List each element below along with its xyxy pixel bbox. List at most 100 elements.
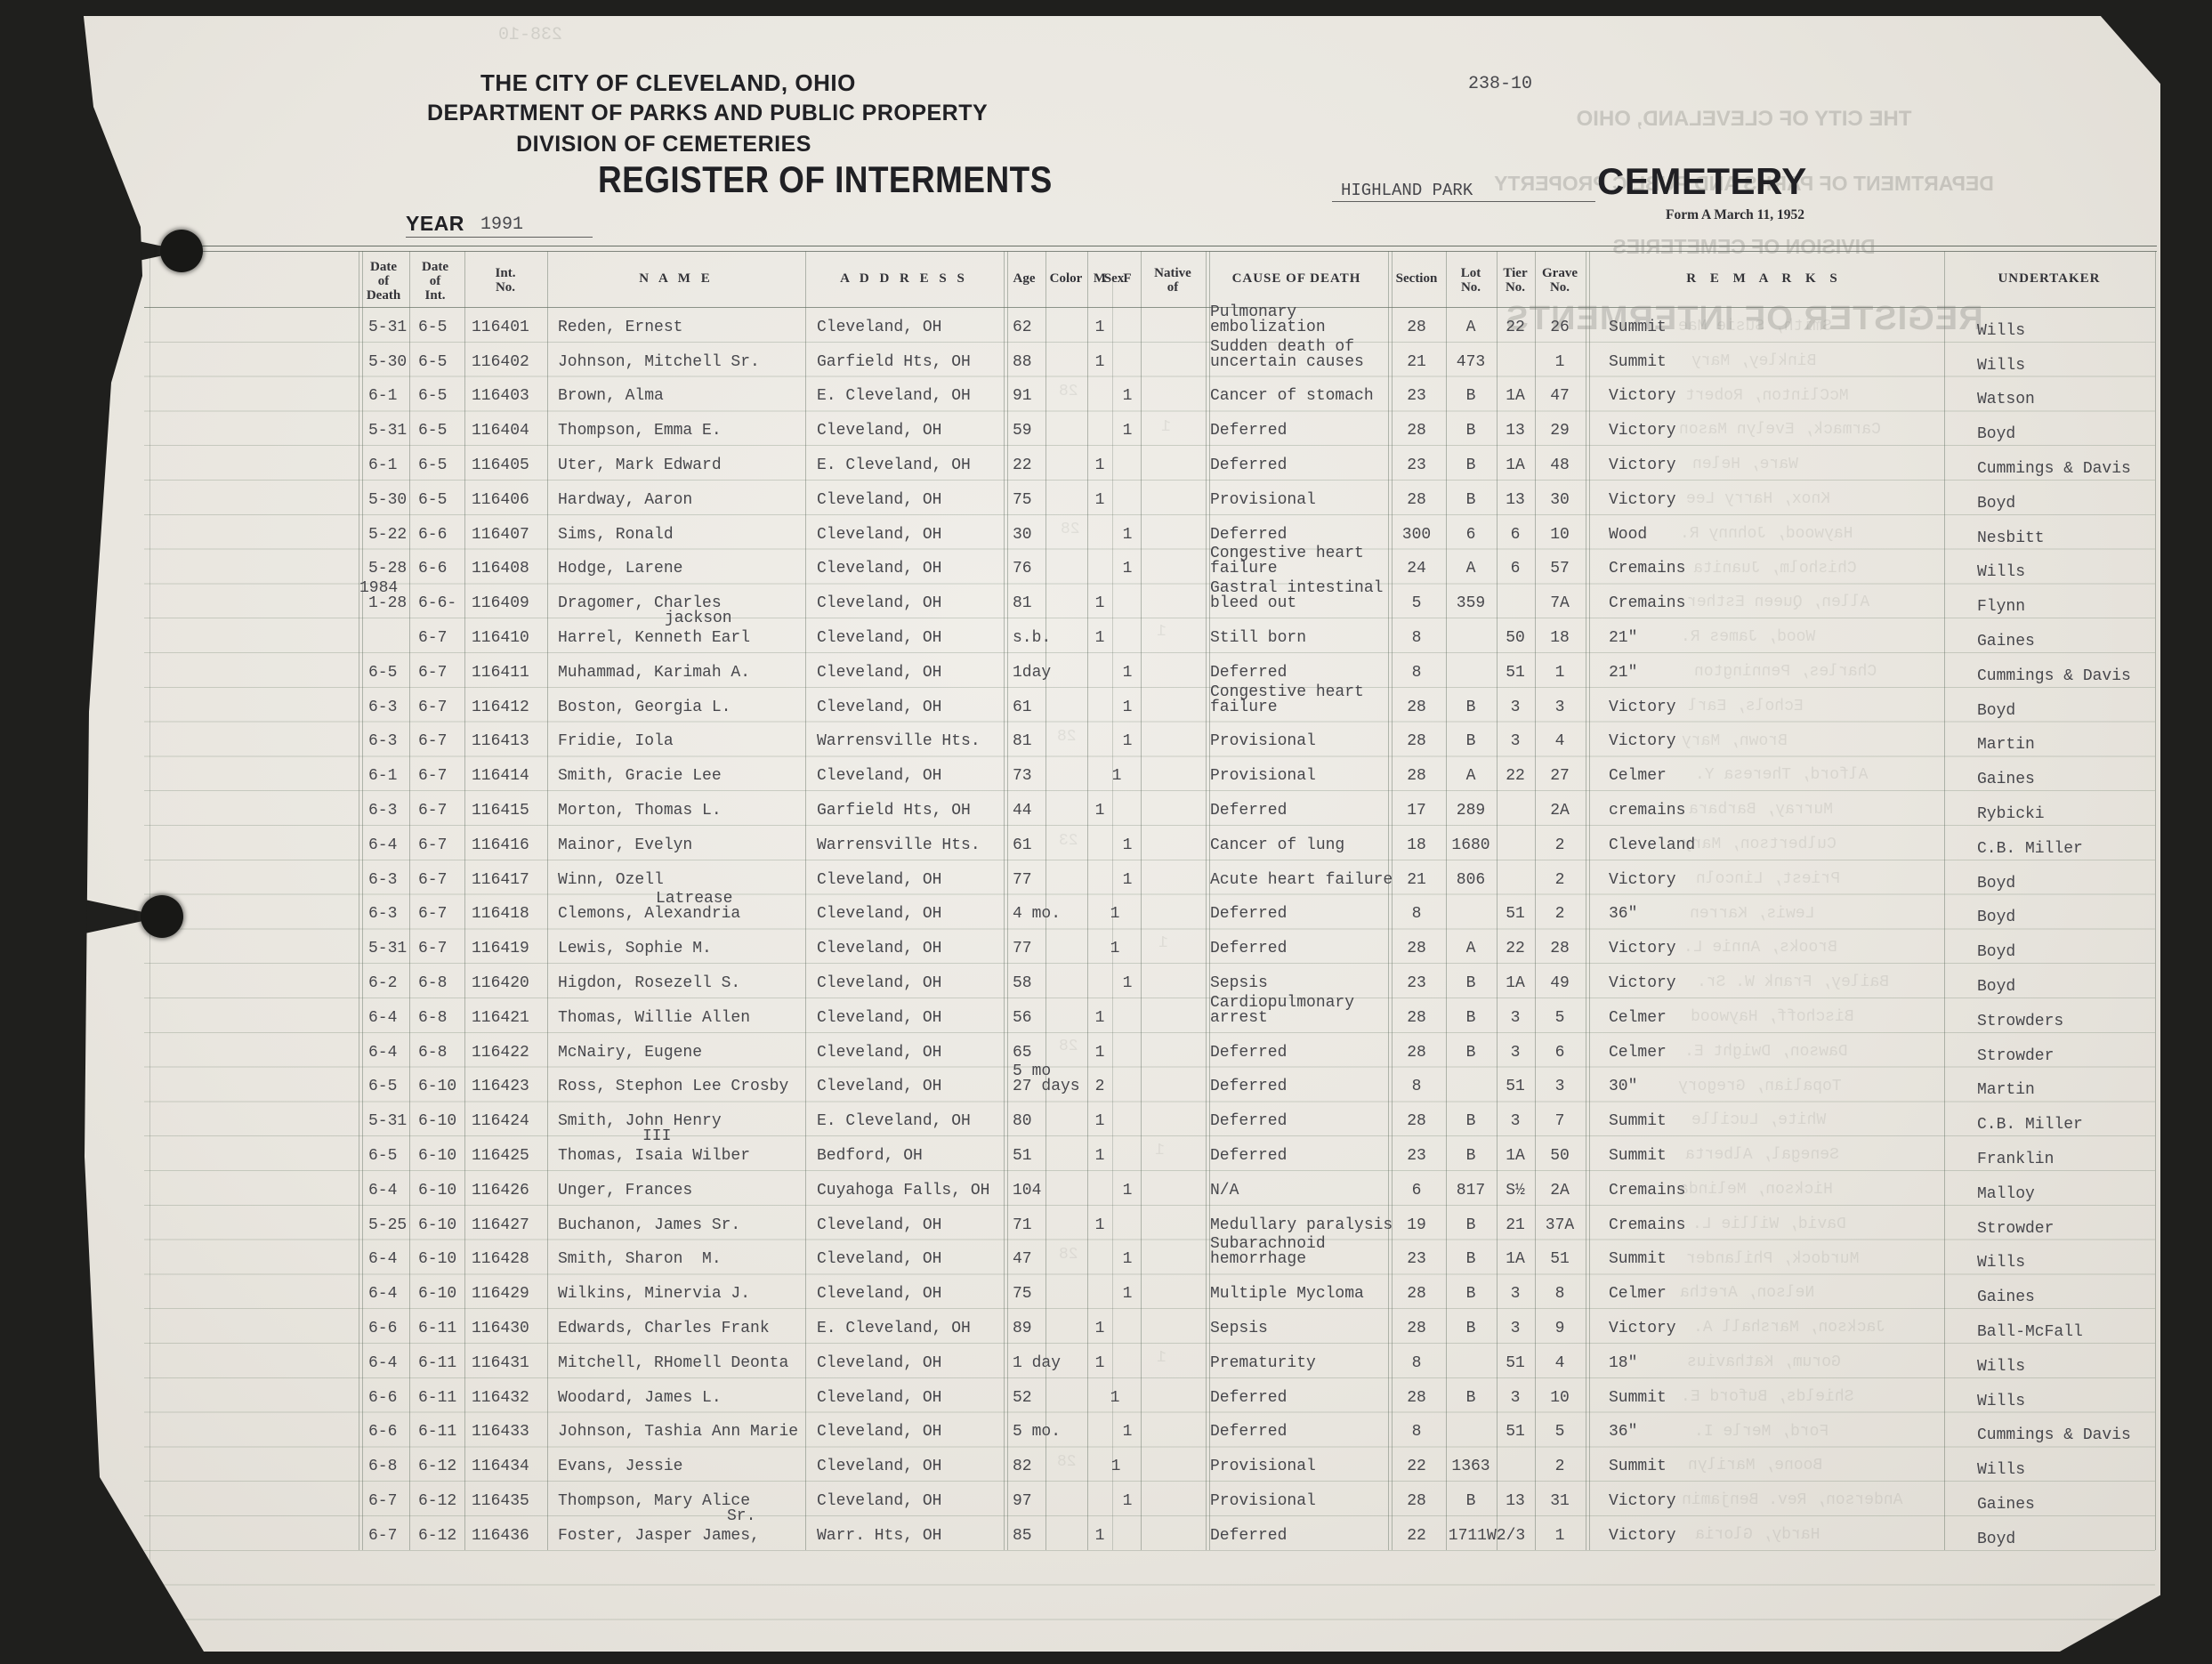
ghost-name: Senegal, Alberta bbox=[1685, 1146, 1839, 1165]
cell-undertaker: Cummings & Davis bbox=[1977, 1426, 2131, 1445]
cell-date-of-death: 6-4 bbox=[368, 1181, 398, 1200]
year-value: 1991 bbox=[480, 214, 524, 235]
cell-undertaker: Boyd bbox=[1977, 978, 2016, 996]
ghost-name: Charles, Pennington bbox=[1694, 663, 1877, 681]
cell-grave-number: 9 bbox=[1554, 1320, 1565, 1337]
cell-undertaker: Strowder bbox=[1977, 1046, 2055, 1065]
cell-tier-number: 1A bbox=[1506, 1250, 1525, 1269]
cell-name: Smith, John Henry bbox=[558, 1112, 722, 1131]
cell-age: 75 bbox=[1013, 490, 1032, 509]
cell-interment-number: 116428 bbox=[472, 1250, 529, 1269]
cell-section: 300 bbox=[1401, 525, 1432, 544]
cell-name: Uter, Mark Edward bbox=[558, 456, 722, 474]
column-header-undertaker: UNDERTAKER bbox=[1998, 271, 2101, 286]
ghost-name: Priest, Lincoln bbox=[1696, 869, 1841, 888]
cell-remarks: Summit bbox=[1609, 352, 1667, 371]
cell-name: Smith, Gracie Lee bbox=[558, 767, 722, 786]
cell-age: 58 bbox=[1013, 974, 1032, 992]
cell-age: 77 bbox=[1013, 940, 1032, 958]
cell-lot-number: 1680 bbox=[1451, 836, 1490, 854]
cell-remarks: Victory bbox=[1609, 974, 1676, 992]
cell-sex-male: 1 bbox=[1094, 802, 1105, 820]
ghost-name: Carmack, Evelyn Mason bbox=[1679, 421, 1881, 440]
cell-interment-number: 116417 bbox=[472, 870, 529, 889]
cell-address: Cleveland, OH bbox=[817, 1423, 942, 1442]
cell-date-of-interment: 6-5 bbox=[418, 387, 448, 406]
ghost-mark: 28 bbox=[1059, 383, 1078, 400]
cell-date-of-death: 6-4 bbox=[368, 836, 398, 854]
cell-address: Cleveland, OH bbox=[817, 1078, 942, 1096]
cell-interment-number: 116418 bbox=[472, 905, 529, 924]
column-header-r-e-m-a-r-k-s: R E M A R K S bbox=[1686, 271, 1843, 286]
cell-undertaker: Cummings & Davis bbox=[1977, 666, 2131, 685]
cell-remarks: Cremains bbox=[1609, 1216, 1686, 1234]
cell-age: 1day bbox=[1013, 663, 1052, 682]
cell-cause-of-death: Cardiopulmonary arrest bbox=[1210, 993, 1355, 1027]
ghost-name: Brooks, Annie L. bbox=[1683, 939, 1837, 957]
cell-name: Edwards, Charles Frank bbox=[558, 1320, 770, 1337]
cell-date-of-death: 6-1 bbox=[368, 456, 398, 474]
cell-date-of-interment: 6-7 bbox=[418, 698, 448, 716]
cell-lot-number: B bbox=[1465, 974, 1476, 992]
cell-undertaker: Ball-McFall bbox=[1977, 1323, 2083, 1341]
cell-grave-number: 18 bbox=[1550, 629, 1570, 647]
cell-cause-of-death: Subarachnoid hemorrhage bbox=[1210, 1235, 1326, 1269]
cell-age: s.b. bbox=[1013, 629, 1052, 647]
cell-grave-number: 10 bbox=[1550, 1388, 1570, 1407]
cell-grave-number: 2A bbox=[1550, 1181, 1570, 1200]
cell-address: Cleveland, OH bbox=[817, 1492, 942, 1510]
ghost-name: David, Willie L. bbox=[1692, 1215, 1846, 1233]
cell-tier-number: 6 bbox=[1510, 560, 1521, 578]
cell-grave-number: 37A bbox=[1545, 1216, 1575, 1234]
cell-remarks: cremains bbox=[1609, 802, 1686, 820]
header-bottom-rule bbox=[144, 307, 2155, 308]
cell-remarks: Summit bbox=[1609, 1388, 1667, 1407]
cell-undertaker: Boyd bbox=[1977, 1530, 2016, 1548]
cell-section: 28 bbox=[1407, 1388, 1426, 1407]
cell-tier-number: 51 bbox=[1506, 905, 1525, 924]
cell-age: 81 bbox=[1013, 594, 1032, 613]
cell-cause-of-death: Acute heart failure bbox=[1210, 870, 1393, 889]
cell-address: Cleveland, OH bbox=[817, 698, 942, 716]
cell-date-of-death: 5-30 bbox=[368, 352, 408, 371]
cell-remarks: Cremains bbox=[1609, 594, 1686, 613]
cell-name: Muhammad, Karimah A. bbox=[558, 663, 751, 682]
column-header-m: M bbox=[1093, 271, 1107, 286]
cell-remarks: Celmer bbox=[1609, 1043, 1667, 1062]
cell-tier-number: 21 bbox=[1506, 1216, 1525, 1234]
cell-cause-of-death: Sepsis bbox=[1210, 974, 1268, 992]
cell-name: Sims, Ronald bbox=[558, 525, 674, 544]
cell-sex-male: 1 bbox=[1094, 1043, 1105, 1062]
cell-age: 51 bbox=[1013, 1147, 1032, 1165]
cell-age: 1 day bbox=[1013, 1353, 1062, 1372]
cell-address: Cleveland, OH bbox=[817, 490, 942, 509]
column-divider-line bbox=[1045, 251, 1046, 1550]
column-header-grave-no-: Grave No. bbox=[1542, 266, 1578, 295]
cell-remarks: 30" bbox=[1609, 1078, 1638, 1096]
column-header-tier-no-: Tier No. bbox=[1503, 266, 1528, 295]
ghost-name: Wood, James R. bbox=[1681, 628, 1816, 647]
cell-section: 28 bbox=[1407, 422, 1426, 440]
cell-address: Cleveland, OH bbox=[817, 1216, 942, 1234]
ghost-name: Binkley, Mary bbox=[1691, 351, 1817, 370]
cemetery-name-underline bbox=[1332, 201, 1595, 202]
cell-lot-number: B bbox=[1465, 422, 1476, 440]
cell-grave-number: 2A bbox=[1550, 802, 1570, 820]
column-divider-line bbox=[1087, 251, 1088, 1550]
cell-date-of-interment: 6-11 bbox=[418, 1388, 457, 1407]
cell-section: 8 bbox=[1411, 1078, 1422, 1096]
cell-sex-male: 1 bbox=[1110, 1388, 1120, 1407]
cell-undertaker: Franklin bbox=[1977, 1151, 2055, 1168]
cell-grave-number: 1 bbox=[1554, 1526, 1565, 1545]
cell-date-of-death: 6-3 bbox=[368, 698, 398, 716]
cell-tier-number: 13 bbox=[1506, 422, 1525, 440]
column-header-sex: Sex bbox=[1103, 271, 1125, 286]
cell-address: E. Cleveland, OH bbox=[817, 1320, 971, 1337]
cell-address: Cleveland, OH bbox=[817, 1008, 942, 1027]
cell-interment-number: 116412 bbox=[472, 698, 529, 716]
page-number: 238-10 bbox=[1468, 74, 1533, 94]
ghost-name: Dawson, Dwight E. bbox=[1684, 1042, 1848, 1061]
cell-date-of-interment: 6-5 bbox=[418, 422, 448, 440]
cell-grave-number: 2 bbox=[1554, 836, 1565, 854]
